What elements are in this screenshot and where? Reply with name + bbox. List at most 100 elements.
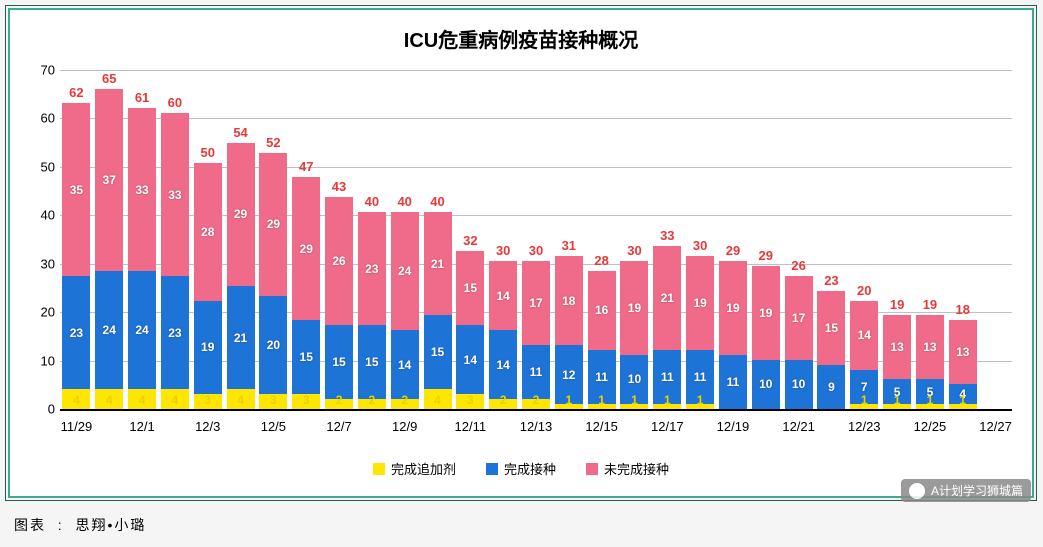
bar-total: 61	[135, 90, 149, 105]
segment-value: 1	[894, 393, 901, 407]
segment-value: 19	[759, 306, 772, 320]
bar: 2115440	[424, 212, 452, 409]
bar-segment: 28	[194, 163, 222, 301]
segment-value: 1	[927, 393, 934, 407]
segment-value: 28	[201, 225, 214, 239]
segment-value: 2	[533, 393, 540, 407]
segment-value: 15	[365, 355, 378, 369]
bar-segment: 4	[161, 389, 189, 409]
bar-total: 40	[365, 194, 379, 209]
segment-value: 14	[398, 358, 411, 372]
bar: 2414240	[391, 212, 419, 409]
segment-value: 1	[959, 393, 966, 407]
bar-segment: 1	[588, 404, 616, 409]
segment-value: 17	[792, 311, 805, 325]
legend-label: 完成追加剂	[391, 459, 456, 478]
bar-segment: 1	[620, 404, 648, 409]
bar-segment: 15	[424, 315, 452, 389]
bar: 2111133	[653, 246, 681, 409]
segment-value: 37	[103, 173, 116, 187]
bar-total: 29	[726, 243, 740, 258]
bar-segment: 15	[358, 325, 386, 399]
bar-total: 52	[266, 135, 280, 150]
y-tick-label: 60	[25, 111, 55, 126]
bar-segment: 1	[555, 404, 583, 409]
segment-value: 1	[861, 393, 868, 407]
bar-segment: 4	[424, 389, 452, 409]
bar: 1514332	[456, 251, 484, 409]
bar: 134118	[949, 320, 977, 409]
legend-label: 完成接种	[504, 459, 556, 478]
bar-total: 30	[693, 238, 707, 253]
segment-value: 14	[858, 328, 871, 342]
segment-value: 10	[628, 372, 641, 386]
segment-value: 3	[270, 393, 277, 407]
segment-value: 1	[631, 393, 638, 407]
bar-segment: 2	[391, 399, 419, 409]
bar-segment: 13	[916, 315, 944, 379]
bar: 2315240	[358, 212, 386, 409]
bar-segment: 1	[916, 404, 944, 409]
y-tick-label: 70	[25, 63, 55, 78]
segment-value: 33	[168, 188, 181, 202]
bar-segment: 14	[456, 325, 484, 394]
y-tick-label: 20	[25, 305, 55, 320]
segment-value: 23	[168, 326, 181, 340]
bar-total: 33	[660, 228, 674, 243]
segment-value: 15	[431, 345, 444, 359]
segment-value: 14	[496, 289, 509, 303]
segment-value: 11	[694, 370, 707, 384]
y-tick-label: 50	[25, 159, 55, 174]
bar-segment: 10	[785, 360, 813, 409]
credit-line: 图表 : 思翔•小璐	[14, 515, 146, 535]
bar: 3724465	[95, 89, 123, 409]
x-tick-label: 12/27	[979, 419, 1012, 434]
segment-value: 4	[73, 393, 80, 407]
segment-value: 13	[923, 340, 936, 354]
segment-value: 4	[237, 393, 244, 407]
bar: 2915347	[292, 177, 320, 409]
segment-value: 14	[464, 353, 477, 367]
bar-segment: 14	[850, 301, 878, 370]
segment-value: 10	[759, 377, 772, 391]
x-tick-label: 12/19	[717, 419, 750, 434]
bar-total: 29	[759, 248, 773, 263]
legend-label: 未完成接种	[604, 459, 669, 478]
x-tick-label: 12/17	[651, 419, 684, 434]
bar-segment: 21	[653, 246, 681, 350]
segment-value: 1	[697, 393, 704, 407]
bar-total: 65	[102, 71, 116, 86]
y-tick-label: 30	[25, 256, 55, 271]
bar-segment: 37	[95, 89, 123, 271]
bar-total: 62	[69, 85, 83, 100]
x-tick-label: 12/9	[392, 419, 417, 434]
bar-segment: 19	[752, 266, 780, 360]
segment-value: 23	[70, 326, 83, 340]
segment-value: 20	[267, 338, 280, 352]
bar-segment: 19	[686, 256, 714, 350]
bar-total: 40	[397, 194, 411, 209]
plot-area: 01020304050607011/2912/112/312/512/712/9…	[60, 70, 1012, 411]
credit-author: 思翔•小璐	[75, 517, 146, 533]
segment-value: 13	[956, 345, 969, 359]
legend-item: 完成接种	[486, 459, 556, 478]
bar-segment: 4	[62, 389, 90, 409]
segment-value: 26	[332, 254, 345, 268]
bar-segment: 16	[588, 271, 616, 350]
bar: 1812131	[555, 256, 583, 409]
bar-segment: 2	[358, 399, 386, 409]
bar-segment: 29	[292, 177, 320, 320]
bar-segment: 17	[785, 276, 813, 360]
segment-value: 29	[234, 207, 247, 221]
legend-swatch	[486, 463, 498, 475]
bar-segment: 24	[95, 271, 123, 389]
segment-value: 29	[300, 242, 313, 256]
x-tick-label: 12/3	[195, 419, 220, 434]
segment-value: 21	[431, 257, 444, 271]
bar-segment: 29	[227, 143, 255, 286]
segment-value: 18	[562, 294, 575, 308]
x-tick-label: 12/11	[455, 419, 487, 434]
bar-segment: 24	[128, 271, 156, 389]
legend-swatch	[586, 463, 598, 475]
legend-swatch	[373, 463, 385, 475]
